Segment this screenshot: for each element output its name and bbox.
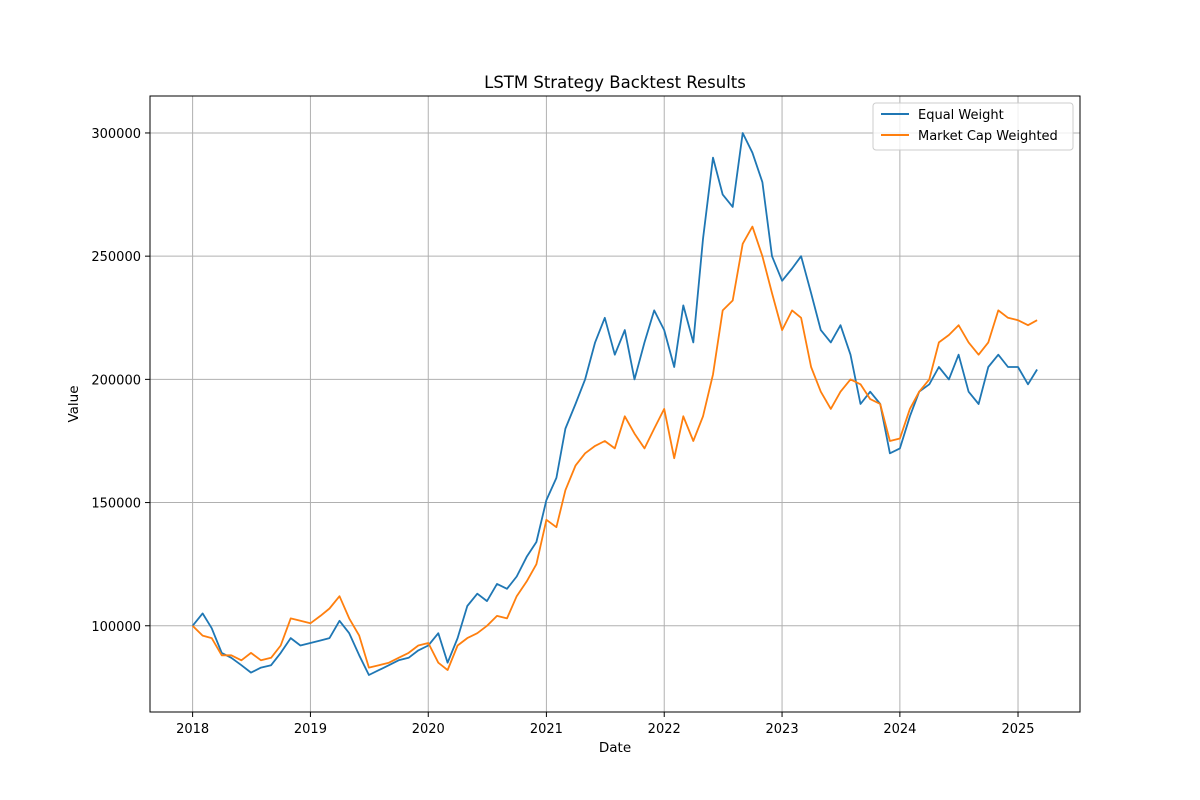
x-tick-label: 2021 — [530, 722, 563, 737]
tick-layer: 2018 2019 2020 2021 2022 2023 2024 2025 100000 15… — [91, 127, 1034, 737]
series-line-equal-weight — [191, 132, 1038, 676]
x-tick-label: 2023 — [766, 722, 799, 737]
y-axis-title: Value — [66, 385, 82, 422]
x-tick-label: 2018 — [176, 722, 209, 737]
plot-frame — [149, 95, 1081, 713]
grid-layer — [150, 96, 1080, 712]
x-tick-label: 2024 — [883, 722, 916, 737]
chart-title: LSTM Strategy Backtest Results — [484, 73, 746, 92]
x-axis-title: Date — [599, 740, 631, 756]
chart-legend: Equal Weight Market Cap Weighted — [872, 102, 1074, 151]
x-tick-label: 2020 — [412, 722, 445, 737]
y-tick-label: 150000 — [91, 497, 141, 512]
y-tick-label: 300000 — [91, 127, 141, 142]
x-tick-label: 2022 — [648, 722, 681, 737]
series-line-market-cap-weighted — [191, 225, 1038, 671]
legend-label-market-cap-weighted: Market Cap Weighted — [918, 129, 1058, 144]
legend-label-equal-weight: Equal Weight — [918, 108, 1004, 123]
legend-box — [872, 102, 1074, 151]
x-tick-label: 2019 — [294, 722, 327, 737]
y-tick-label: 200000 — [91, 373, 141, 388]
series-layer — [191, 132, 1038, 676]
x-tick-label: 2025 — [1001, 722, 1034, 737]
y-tick-label: 100000 — [91, 620, 141, 635]
y-tick-label: 250000 — [91, 250, 141, 265]
